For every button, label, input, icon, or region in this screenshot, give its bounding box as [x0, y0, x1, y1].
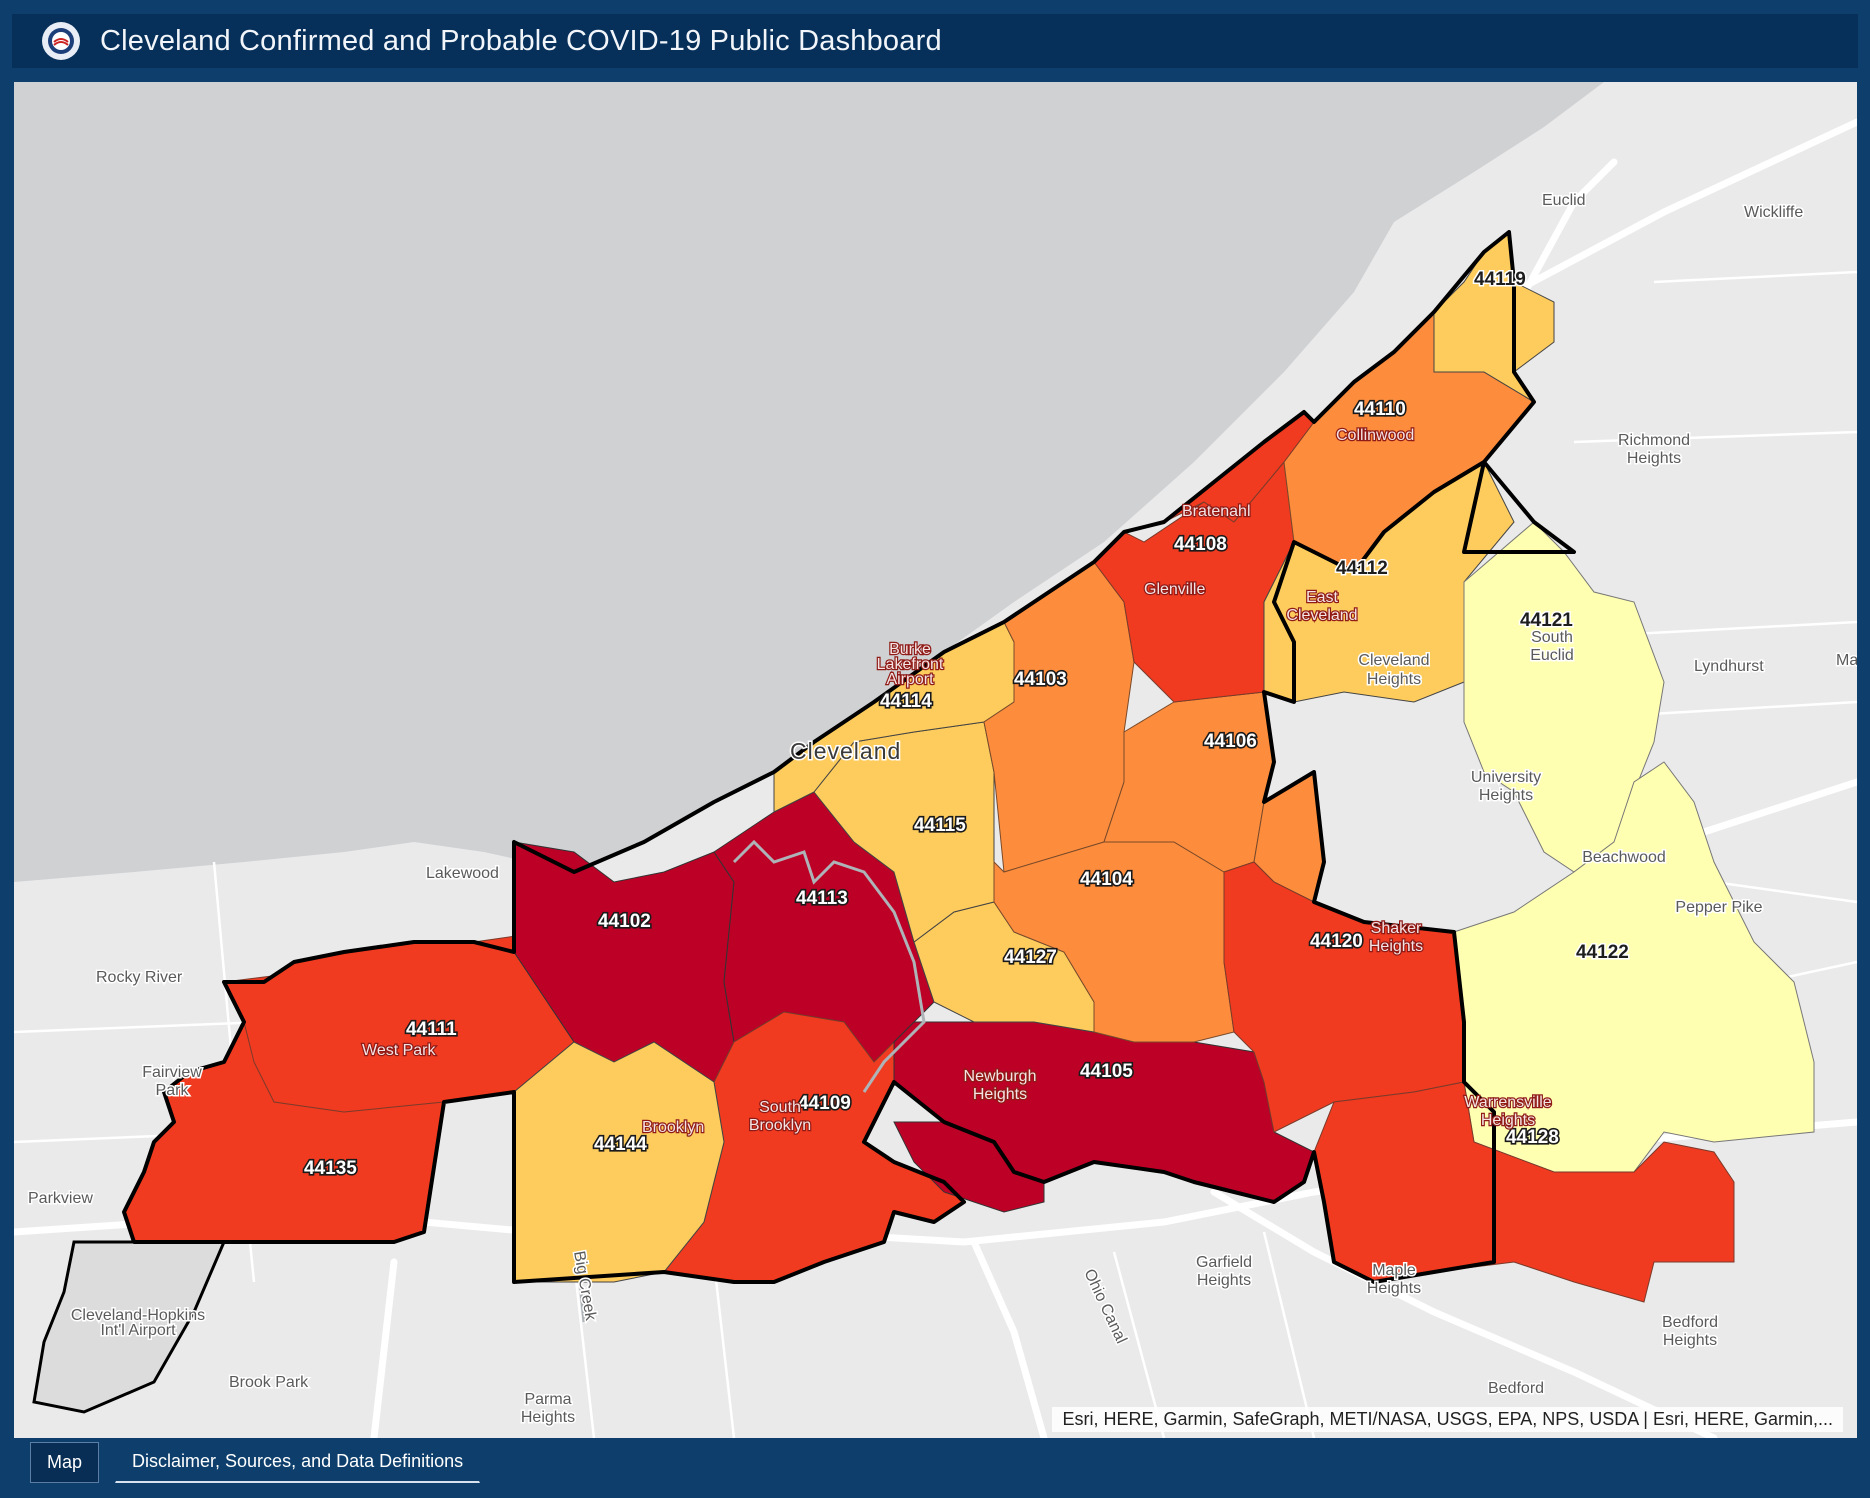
overlay-label: Glenville [1144, 581, 1205, 598]
place-label: Beachwood [1582, 849, 1666, 866]
place-label: University Heights [1471, 769, 1541, 804]
zip-labels: 44119 44110 44108 44112 44121 44103 4411… [302, 268, 1630, 1181]
zip-label: 44109 [798, 1093, 851, 1114]
zip-label: 44113 [796, 888, 848, 909]
place-label: Bedford Heights [1662, 1314, 1718, 1349]
zip-polygons[interactable] [123, 231, 1815, 1303]
zip-label: 44135 [304, 1158, 357, 1179]
place-label: Garfield Heights [1196, 1254, 1252, 1289]
overlay-label: Brooklyn [642, 1119, 704, 1136]
zip-label: 44104 [1080, 869, 1133, 890]
zip-label: 44102 [598, 911, 651, 932]
overlay-label: Warrensville Heights [1464, 1094, 1552, 1129]
overlay-label: South Brooklyn [749, 1099, 811, 1134]
city-label: Cleveland [790, 738, 901, 764]
place-label: Cleveland-Hopkins Int'l Airport [71, 1307, 205, 1339]
place-label: Rocky River [96, 969, 183, 986]
overlay-label: Newburgh Heights [964, 1068, 1037, 1103]
overlay-label: West Park [362, 1042, 437, 1059]
place-label: Lakewood [426, 865, 499, 882]
overlay-label: Collinwood [1336, 427, 1414, 444]
place-label: Cleveland Heights [1358, 652, 1429, 688]
place-label: Wickliffe [1744, 204, 1803, 221]
lake-erie [14, 82, 1604, 882]
zip-label: 44114 [880, 691, 932, 712]
overlay-label: East Cleveland [1286, 589, 1357, 624]
map-canvas[interactable]: 44119 44110 44108 44112 44121 44103 4411… [14, 82, 1857, 1438]
zip-label: 44144 [594, 1134, 647, 1155]
zip-label: 44103 [1014, 669, 1067, 690]
covid-choropleth-map[interactable]: 44119 44110 44108 44112 44121 44103 4411… [14, 82, 1857, 1438]
place-label: Parkview [28, 1190, 93, 1207]
place-label: Euclid [1542, 192, 1586, 209]
zip-label: 44127 [1004, 947, 1057, 968]
place-label: Pepper Pike [1675, 899, 1762, 916]
overlay-label: Burke Lakefront Airport [877, 641, 944, 688]
tab-disclaimer[interactable]: Disclaimer, Sources, and Data Definition… [115, 1441, 481, 1483]
place-label: Ma H [1836, 652, 1857, 669]
zip-label: 44112 [1336, 558, 1388, 579]
city-seal-icon [42, 22, 80, 60]
place-labels: Euclid Wickliffe Richmond Heights Lyndhur… [27, 191, 1858, 1428]
dashboard-header: Cleveland Confirmed and Probable COVID-1… [12, 14, 1858, 68]
overlay-label: Shaker Heights [1369, 920, 1423, 955]
cuyahoga-river [732, 839, 926, 1093]
zip-label: 44108 [1174, 534, 1227, 555]
zip-label: 44120 [1310, 931, 1363, 952]
overlay-labels: Bratenahl Glenville Collinwood East Cleve… [361, 426, 1553, 1137]
place-label: Richmond Heights [1618, 432, 1690, 467]
zip-label: 44128 [1506, 1127, 1559, 1148]
zip-label: 44111 [406, 1019, 457, 1040]
zip-label: 44110 [1354, 399, 1406, 420]
zip-label: 44121 [1520, 610, 1573, 631]
place-label: Maple Heights [1367, 1262, 1421, 1297]
zip-label: 44115 [914, 815, 966, 836]
place-label: Fairview Park [142, 1064, 202, 1099]
place-label: Lyndhurst [1694, 658, 1764, 675]
map-attribution[interactable]: Esri, HERE, Garmin, SafeGraph, METI/NASA… [1052, 1407, 1843, 1432]
dashboard-title: Cleveland Confirmed and Probable COVID-1… [100, 24, 942, 57]
place-label: Brook Park [229, 1374, 309, 1391]
overlay-label: Bratenahl [1182, 503, 1251, 520]
tab-bar: Map Disclaimer, Sources, and Data Defini… [14, 1440, 1857, 1484]
airport-outline [32, 1240, 227, 1414]
zip-label: 44105 [1080, 1061, 1133, 1082]
place-label: Parma Heights [521, 1391, 575, 1426]
zip-label: 44106 [1204, 731, 1257, 752]
place-label: South Euclid [1530, 629, 1574, 664]
place-label: Bedford [1488, 1380, 1544, 1397]
cleveland-city-boundary [122, 230, 1576, 1284]
tab-map[interactable]: Map [30, 1441, 100, 1483]
zip-label: 44122 [1576, 942, 1629, 963]
zip-label: 44119 [1474, 269, 1526, 290]
